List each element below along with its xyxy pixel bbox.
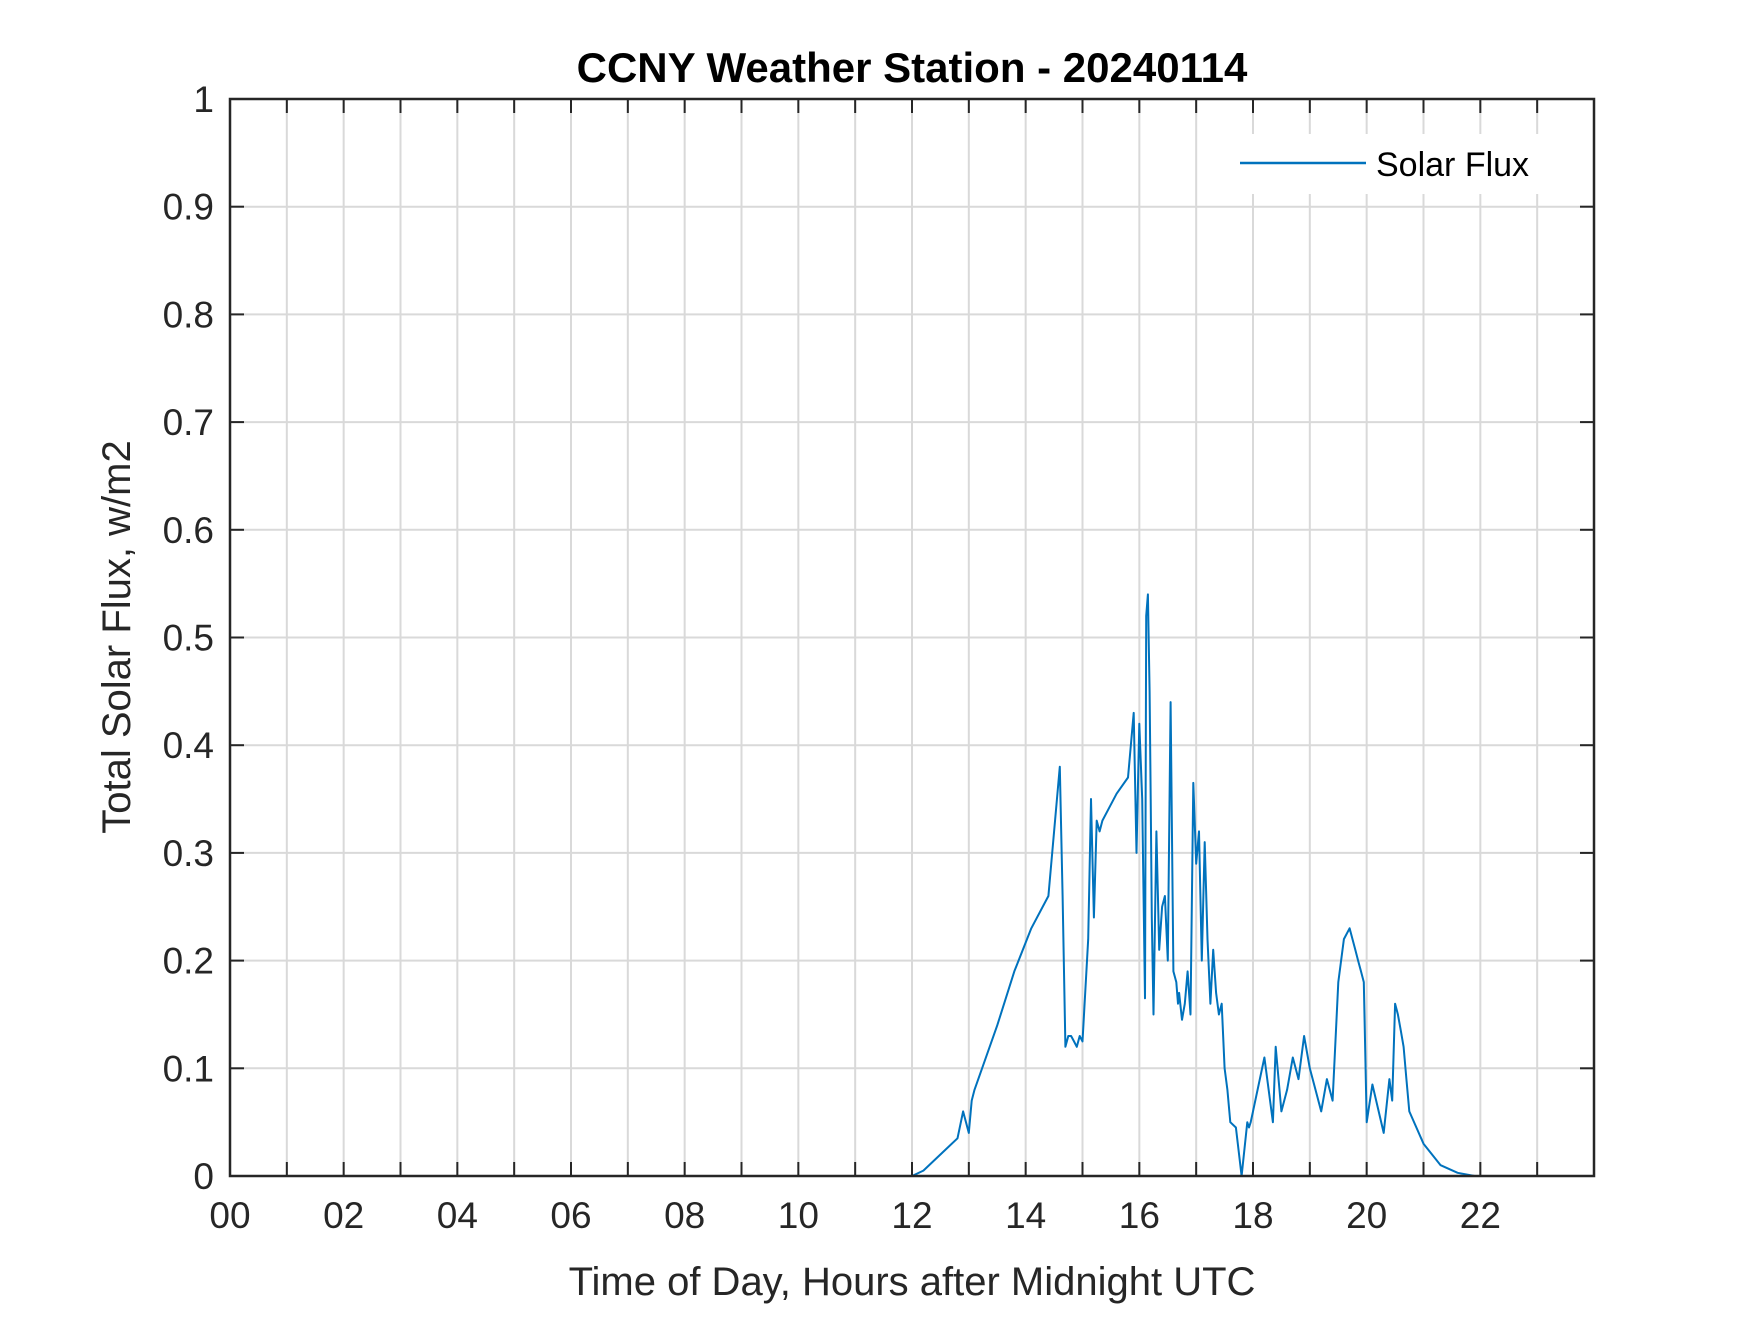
x-axis-label: Time of Day, Hours after Midnight UTC <box>569 1260 1256 1304</box>
y-tick-label: 0 <box>193 1156 214 1197</box>
series-layer <box>230 593 1594 1177</box>
x-tick-label: 10 <box>778 1195 819 1236</box>
y-tick-label: 0.5 <box>163 618 214 659</box>
x-tick-label: 18 <box>1232 1195 1273 1236</box>
y-tick-label: 1 <box>193 79 214 120</box>
chart-title: CCNY Weather Station - 20240114 <box>577 44 1248 91</box>
tick-labels: 0 0.1 0.2 0.3 0.4 0.5 0.6 0.7 0.8 0.9 1 00 02 04 06 08 1… <box>163 79 1501 1236</box>
y-tick-label: 0.8 <box>163 294 214 335</box>
x-tick-label: 20 <box>1346 1195 1387 1236</box>
x-tick-label: 06 <box>550 1195 591 1236</box>
legend-label: Solar Flux <box>1376 146 1529 184</box>
x-tick-label: 12 <box>891 1195 932 1236</box>
legend: Solar Flux <box>1230 134 1560 194</box>
x-tick-label: 00 <box>209 1195 250 1236</box>
y-tick-label: 0.7 <box>163 402 214 443</box>
y-tick-label: 0.6 <box>163 510 214 551</box>
y-tick-label: 0.3 <box>163 833 214 874</box>
x-tick-label: 22 <box>1460 1195 1501 1236</box>
y-tick-label: 0.9 <box>163 187 214 228</box>
y-axis-label: Total Solar Flux, w/m2 <box>95 440 139 833</box>
x-tick-label: 02 <box>323 1195 364 1236</box>
y-tick-label: 0.2 <box>163 941 214 982</box>
x-tick-label: 14 <box>1005 1195 1046 1236</box>
tick-marks <box>230 99 1594 1176</box>
x-tick-label: 04 <box>437 1195 478 1236</box>
x-tick-label: 16 <box>1119 1195 1160 1236</box>
x-tick-label: 08 <box>664 1195 705 1236</box>
y-tick-label: 0.4 <box>163 725 214 766</box>
y-tick-label: 0.1 <box>163 1048 214 1089</box>
series-line-solar-flux <box>230 593 1594 1177</box>
grid <box>230 99 1594 1176</box>
